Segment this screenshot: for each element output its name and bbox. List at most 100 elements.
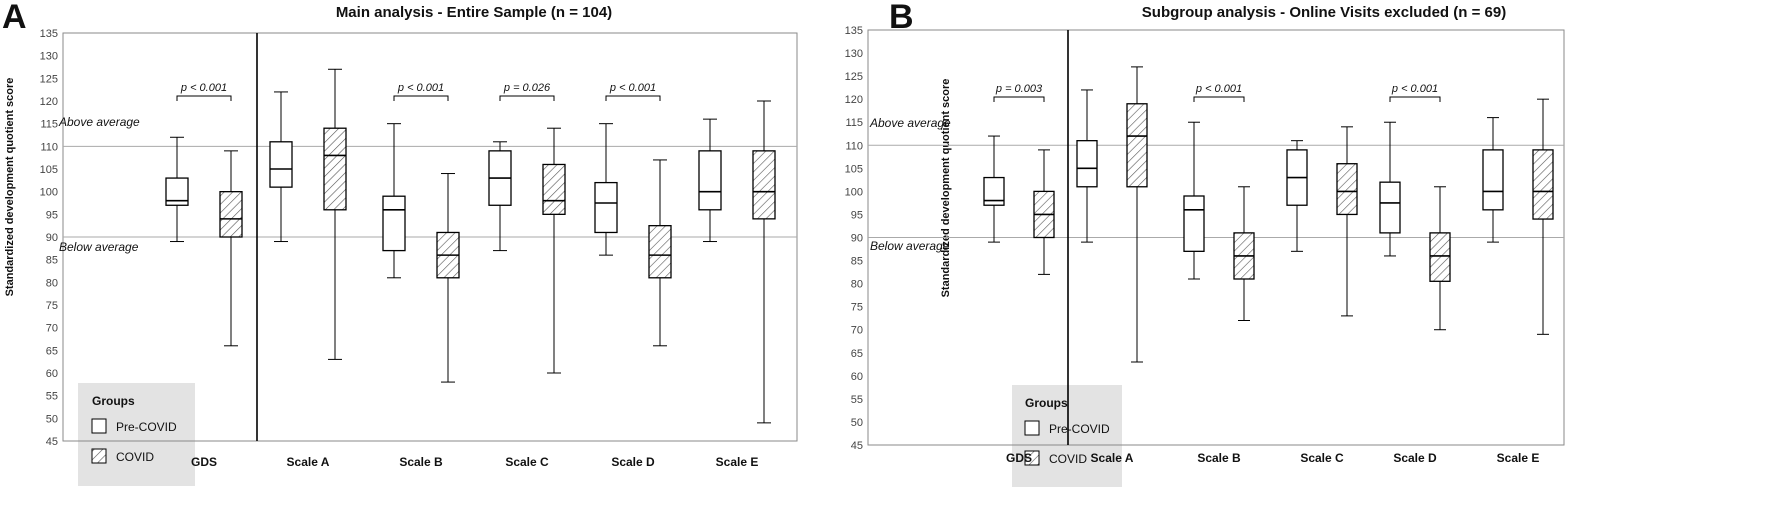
panel-a-category-label-gds: GDS <box>191 455 217 469</box>
panel-b-y-tick-label: 50 <box>851 417 863 429</box>
panel-b-reference-label-below-average: Below average <box>870 239 950 253</box>
panel-b-box-covid-scale-a <box>1126 66 1148 363</box>
panel-a-box-pre-covid-scale-e <box>698 118 722 243</box>
panel-a-y-tick-label: 50 <box>46 413 58 425</box>
legend-label-pre-covid: Pre-COVID <box>116 420 177 434</box>
panel-b-box-pre-covid-scale-b <box>1183 121 1205 280</box>
panel-b-box-covid-scale-d <box>1429 186 1451 331</box>
iqr-box <box>1429 232 1451 282</box>
panel-a-category-label-scale-d: Scale D <box>611 455 655 469</box>
legend-title: Groups <box>92 394 135 408</box>
p-value-label: p < 0.001 <box>609 82 656 94</box>
panel-b-y-tick-label: 90 <box>851 233 863 245</box>
panel-a-y-tick-label: 125 <box>40 73 58 85</box>
panel-a-y-tick-label: 65 <box>46 345 58 357</box>
panel-b-category-label-scale-a: Scale A <box>1091 451 1134 465</box>
panel-b-y-tick-label: 55 <box>851 394 863 406</box>
panel-a-y-tick-label: 80 <box>46 277 58 289</box>
panel-a-box-pre-covid-scale-b <box>382 123 406 279</box>
panel-b-y-tick-label: 75 <box>851 302 863 314</box>
panel-a-significance-scale-d: p < 0.001 <box>605 82 661 101</box>
panel-b-y-tick-label: 130 <box>845 48 863 60</box>
legend-swatch-pre-covid <box>1024 420 1040 436</box>
panel-a-box-covid-scale-a <box>323 68 347 360</box>
iqr-box <box>648 225 672 279</box>
panel-a-box-covid-scale-d <box>648 159 672 347</box>
panel-a-significance-gds: p < 0.001 <box>176 82 232 101</box>
panel-a-box-covid-scale-c <box>542 127 566 374</box>
panel-b-y-tick-label: 105 <box>845 163 863 175</box>
panel-b-title: Subgroup analysis - Online Visits exclud… <box>1142 4 1506 21</box>
panel-b-box-covid-scale-b <box>1233 186 1255 321</box>
panel-b-box-covid-gds <box>1033 149 1055 275</box>
panel-b-significance-scale-b: p < 0.001 <box>1193 83 1245 102</box>
panel-b-y-axis-label: Standardized development quotient score <box>940 79 952 298</box>
legend-title: Groups <box>1025 396 1068 410</box>
panel-b-y-tick-label: 110 <box>845 140 863 152</box>
panel-a-y-tick-label: 55 <box>46 391 58 403</box>
panel-a-category-label-scale-c: Scale C <box>505 455 549 469</box>
panel-a-significance-scale-c: p = 0.026 <box>499 82 555 101</box>
panel-a-y-tick-label: 105 <box>40 164 58 176</box>
p-value-label: p = 0.003 <box>995 83 1043 95</box>
legend-background <box>78 383 195 486</box>
legend-label-pre-covid: Pre-COVID <box>1049 422 1110 436</box>
panel-a-box-covid-gds <box>219 150 243 347</box>
legend-swatch-covid <box>1024 450 1040 466</box>
panel-b-category-label-scale-c: Scale C <box>1300 451 1344 465</box>
panel-b-y-tick-label: 80 <box>851 279 863 291</box>
panel-a-box-covid-scale-e <box>752 100 776 424</box>
legend-background <box>1012 385 1122 487</box>
panel-b-y-tick-label: 65 <box>851 348 863 360</box>
panel-a-y-tick-label: 120 <box>40 96 58 108</box>
panel-a-y-tick-label: 70 <box>46 323 58 335</box>
panel-b-plot: 45 50 55 60 65 70 75 80 85 90 95 100 105 110 115 120 125… <box>845 25 1565 465</box>
significance-bracket <box>1389 96 1441 102</box>
panel-a-y-tick-label: 100 <box>40 187 58 199</box>
panel-a-y-tick-label: 85 <box>46 255 58 267</box>
panel-a-reference-label-above-average: Above average <box>58 115 140 129</box>
iqr-box <box>1183 195 1205 252</box>
panel-b-significance-gds: p = 0.003 <box>993 83 1045 102</box>
legend-swatch-pre-covid <box>91 418 107 434</box>
panel-b-box-pre-covid-scale-d <box>1379 121 1401 257</box>
panel-a-category-label-scale-e: Scale E <box>716 455 759 469</box>
p-value-label: p < 0.001 <box>180 82 227 94</box>
panel-a-reference-label-below-average: Below average <box>59 240 139 254</box>
iqr-box <box>1076 140 1098 188</box>
panel-a-category-label-scale-a: Scale A <box>287 455 330 469</box>
panel-a-y-tick-label: 60 <box>46 368 58 380</box>
panel-a-y-axis-label: Standardized development quotient score <box>4 78 16 297</box>
significance-bracket <box>605 95 661 101</box>
panel-b-category-label-scale-e: Scale E <box>1497 451 1540 465</box>
panel-a-y-tick-label: 115 <box>40 119 58 131</box>
panel-b-y-tick-label: 125 <box>845 71 863 83</box>
panel-a-title: Main analysis - Entire Sample (n = 104) <box>336 4 612 21</box>
panel-b-y-tick-label: 60 <box>851 371 863 383</box>
panel-b-y-tick-label: 115 <box>845 117 863 129</box>
panel-a-y-tick-label: 45 <box>46 436 58 448</box>
iqr-box <box>219 191 243 238</box>
legend-label-covid: COVID <box>116 450 154 464</box>
panel-a-y-tick-label: 130 <box>40 51 58 63</box>
panel-a-y-tick-label: 110 <box>40 141 58 153</box>
iqr-box <box>269 141 293 188</box>
panel-b-y-tick-label: 70 <box>851 325 863 337</box>
panel-a-box-pre-covid-scale-d <box>594 123 618 256</box>
panel-b-legend: Groups Pre-COVID COVID <box>1012 385 1122 487</box>
panel-b-category-label-scale-d: Scale D <box>1393 451 1437 465</box>
panel-a-box-pre-covid-gds <box>165 136 189 243</box>
iqr-box <box>752 150 776 220</box>
panel-b-box-covid-scale-c <box>1336 126 1358 317</box>
significance-bracket <box>176 95 232 101</box>
panel-b-box-pre-covid-gds <box>983 135 1005 243</box>
panel-a-y-tick-label: 135 <box>40 28 58 40</box>
panel-b-y-tick-label: 45 <box>851 440 863 452</box>
panel-a-y-tick-label: 95 <box>46 209 58 221</box>
iqr-box <box>382 195 406 252</box>
p-value-label: p < 0.001 <box>1391 83 1438 95</box>
panel-b-y-tick-label: 135 <box>845 25 863 37</box>
iqr-box <box>1379 181 1401 234</box>
iqr-box <box>1336 163 1358 216</box>
